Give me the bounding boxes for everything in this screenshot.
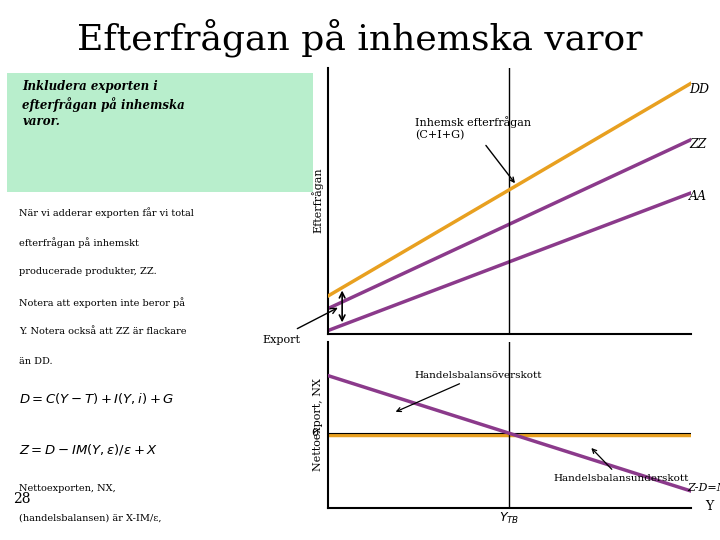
Text: Inhemsk efterfrågan
(C+I+G): Inhemsk efterfrågan (C+I+G) [415, 117, 531, 182]
Text: $D = C(Y-T) + I(Y,i) + G$: $D = C(Y-T) + I(Y,i) + G$ [19, 391, 175, 406]
Text: (handelsbalansen) är X-IM/ε,: (handelsbalansen) är X-IM/ε, [19, 514, 162, 522]
Text: än DD.: än DD. [19, 357, 53, 366]
Text: $Y_{TB}$: $Y_{TB}$ [499, 511, 520, 526]
Text: Y: Y [706, 500, 714, 512]
Text: Z-D=NX: Z-D=NX [688, 483, 720, 492]
Text: Handelsbalansöverskott: Handelsbalansöverskott [397, 371, 542, 411]
Text: 0: 0 [311, 428, 318, 438]
Text: När vi adderar exporten får vi total: När vi adderar exporten får vi total [19, 207, 194, 218]
Y-axis label: Nettoexport, NX: Nettoexport, NX [313, 379, 323, 471]
Text: efterfrågan på inhemskt: efterfrågan på inhemskt [19, 237, 139, 248]
Text: Nettoexporten, NX,: Nettoexporten, NX, [19, 483, 116, 492]
Text: 28: 28 [14, 492, 31, 507]
Text: Inkludera exporten i: Inkludera exporten i [22, 79, 158, 92]
Text: DD: DD [689, 83, 709, 96]
Text: Export: Export [262, 335, 300, 345]
Text: Notera att exporten inte beror på: Notera att exporten inte beror på [19, 297, 186, 308]
Text: AA: AA [689, 191, 707, 204]
Text: Efterfrågan på inhemska varor: Efterfrågan på inhemska varor [77, 19, 643, 57]
Text: varor.: varor. [22, 114, 60, 127]
Text: ZZ: ZZ [689, 138, 706, 151]
Text: producerade produkter, ZZ.: producerade produkter, ZZ. [19, 267, 157, 276]
Text: Y. Notera också att ZZ är flackare: Y. Notera också att ZZ är flackare [19, 327, 187, 336]
Text: $Z = D - IM(Y,\varepsilon)/\varepsilon + X$: $Z = D - IM(Y,\varepsilon)/\varepsilon +… [19, 442, 158, 457]
Text: Handelsbalansunderskott: Handelsbalansunderskott [553, 449, 688, 483]
Y-axis label: Efterfrågan: Efterfrågan [312, 168, 323, 233]
FancyBboxPatch shape [7, 73, 313, 192]
Text: efterfrågan på inhemska: efterfrågan på inhemska [22, 97, 185, 112]
